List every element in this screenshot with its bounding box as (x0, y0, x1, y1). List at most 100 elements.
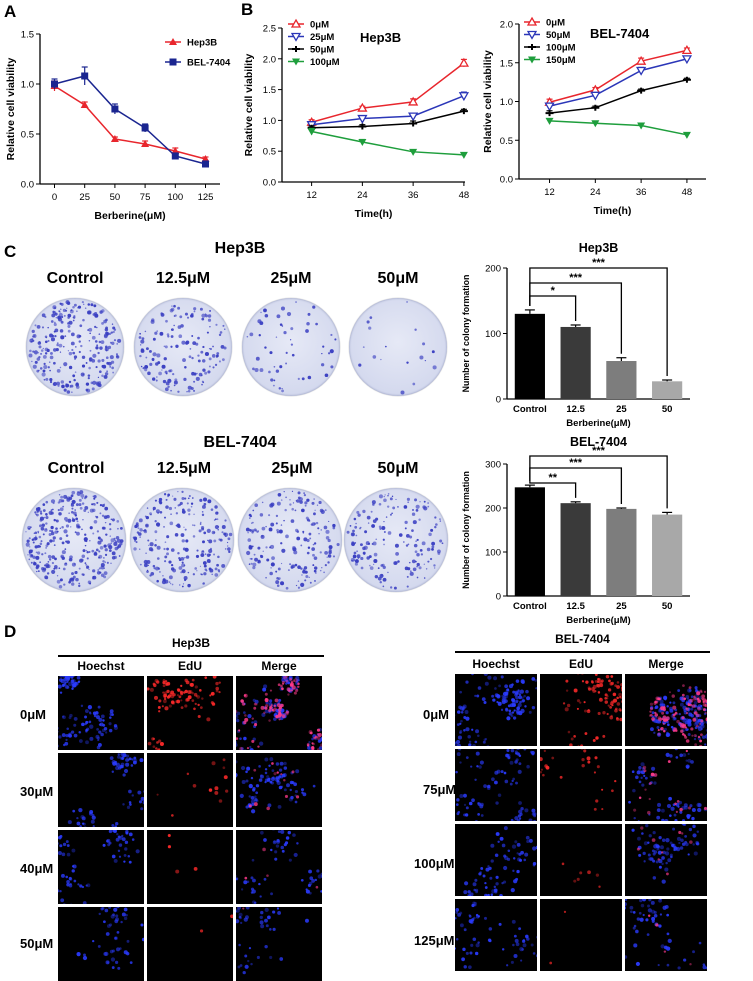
legend-label: 50μM (546, 30, 570, 41)
y-tick-label: 0.5 (21, 130, 34, 141)
x-tick-label: 125 (198, 192, 214, 203)
edu-image-hep3b-50-m-edu (147, 907, 233, 981)
edu-image-hep3b-40-m-hoechst (58, 830, 144, 904)
y-tick-label: 2.0 (500, 20, 513, 31)
edu-image-bel7404-75-m-hoechst (455, 749, 537, 821)
edu-col-edu-bel7404: EdU (540, 657, 622, 671)
y-tick-label: 0.0 (263, 178, 276, 189)
series-line-100-m (312, 131, 464, 154)
y-axis-label: Relative cell viability (5, 57, 17, 160)
edu-image-hep3b-40-m-edu (147, 830, 233, 904)
legend-label: BEL-7404 (187, 58, 231, 69)
significance-label: ** (548, 472, 557, 484)
chart-title: Hep3B (360, 30, 401, 45)
edu-row-label-bel7404-3: 125μM (414, 933, 454, 948)
series-100-m (308, 128, 468, 158)
edu-image-bel7404-0-m-merge (625, 674, 707, 746)
edu-image-hep3b-0-m-merge (236, 676, 322, 750)
y-tick-label: 1.0 (263, 116, 276, 127)
colony-dish-bel7404-50 (344, 488, 448, 592)
bar-control (515, 314, 545, 399)
legend-label: Hep3B (187, 38, 217, 49)
colony-dots (134, 298, 232, 396)
data-point (637, 68, 645, 75)
y-tick-label: 0.0 (21, 180, 34, 191)
y-tick-label: 300 (485, 460, 501, 471)
edu-image-hep3b-50-m-hoechst (58, 907, 144, 981)
bar-control (515, 487, 545, 596)
y-tick-label: 100 (485, 329, 501, 340)
series-bel-7404 (51, 67, 209, 168)
edu-image-hep3b-30-m-merge (236, 753, 322, 827)
data-point (460, 59, 468, 66)
edu-row-label-bel7404-2: 100μM (414, 856, 454, 871)
y-axis-label: Number of colony formation (461, 471, 471, 589)
y-tick-label: 1.5 (263, 85, 276, 96)
edu-row-label-bel7404-1: 75μM (423, 782, 456, 797)
x-tick-label: 100 (167, 192, 183, 203)
edu-image-bel7404-0-m-edu (540, 674, 622, 746)
series-line-hep3b (54, 86, 205, 159)
edu-image-bel7404-100-m-merge (625, 824, 707, 896)
data-point (81, 73, 88, 80)
bar-25 (606, 509, 636, 596)
edu-row-label-hep3b-2: 40μM (20, 861, 53, 876)
x-axis-label: Berberine(μM) (94, 210, 165, 222)
data-point (683, 132, 691, 139)
x-tick-label: 12 (306, 190, 317, 201)
x-tick-label: 24 (590, 187, 601, 198)
y-tick-label: 1.0 (21, 80, 34, 91)
y-tick-label: 1.5 (21, 30, 34, 41)
edu-divider-bel7404 (455, 651, 710, 653)
edu-image-hep3b-0-m-edu (147, 676, 233, 750)
significance-label: *** (592, 445, 606, 457)
edu-col-merge-hep3b: Merge (236, 659, 322, 673)
colony-label-bel7404-3: 50μM (346, 460, 450, 478)
x-tick-label: 0 (52, 192, 57, 203)
series-line-bel-7404 (54, 76, 205, 164)
colony-label-hep3b-3: 50μM (349, 270, 447, 288)
legend-label: 0μM (546, 18, 565, 29)
x-tick-label: 50 (662, 404, 673, 415)
legend-label: 50μM (310, 45, 334, 56)
edu-image-bel7404-0-m-hoechst (455, 674, 537, 746)
series-line-50-m (312, 111, 464, 128)
y-tick-label: 100 (485, 548, 501, 559)
colony-label-hep3b-0: Control (26, 270, 124, 288)
data-point (683, 46, 691, 53)
y-tick-label: 0.5 (500, 136, 513, 147)
edu-row-label-hep3b-1: 30μM (20, 784, 53, 799)
x-tick-label: 25 (79, 192, 90, 203)
colony-label-hep3b-2: 25μM (242, 270, 340, 288)
x-tick-label: 75 (140, 192, 151, 203)
colony-label-bel7404-2: 25μM (240, 460, 344, 478)
legend-marker (528, 44, 536, 50)
colony-label-bel7404-1: 12.5μM (132, 460, 236, 478)
series-150-m (546, 118, 691, 139)
colony-dots (242, 298, 340, 396)
edu-row-label-hep3b-0: 0μM (20, 707, 46, 722)
edu-row-label-hep3b-3: 50μM (20, 936, 53, 951)
bar-50 (652, 515, 682, 596)
panel-letter-c: C (4, 242, 16, 262)
bar-50 (652, 381, 682, 399)
edu-divider-hep3b (58, 655, 324, 657)
x-axis-label: Time(h) (355, 208, 393, 220)
legend-label: 0μM (310, 20, 329, 31)
colony-dish-hep3b-50 (349, 298, 447, 396)
data-point (172, 153, 179, 160)
edu-col-merge-bel7404: Merge (625, 657, 707, 671)
x-tick-label: 25 (616, 601, 627, 612)
x-tick-label: Control (513, 404, 547, 415)
edu-image-hep3b-40-m-merge (236, 830, 322, 904)
colony-dish-hep3b-12-5 (134, 298, 232, 396)
edu-row-label-bel7404-0: 0μM (423, 707, 449, 722)
x-tick-label: 24 (357, 190, 368, 201)
y-tick-label: 0 (496, 395, 501, 406)
colony-dish-hep3b-control (26, 298, 124, 396)
bar-12-5 (561, 327, 591, 399)
x-axis-label: Time(h) (594, 205, 632, 217)
